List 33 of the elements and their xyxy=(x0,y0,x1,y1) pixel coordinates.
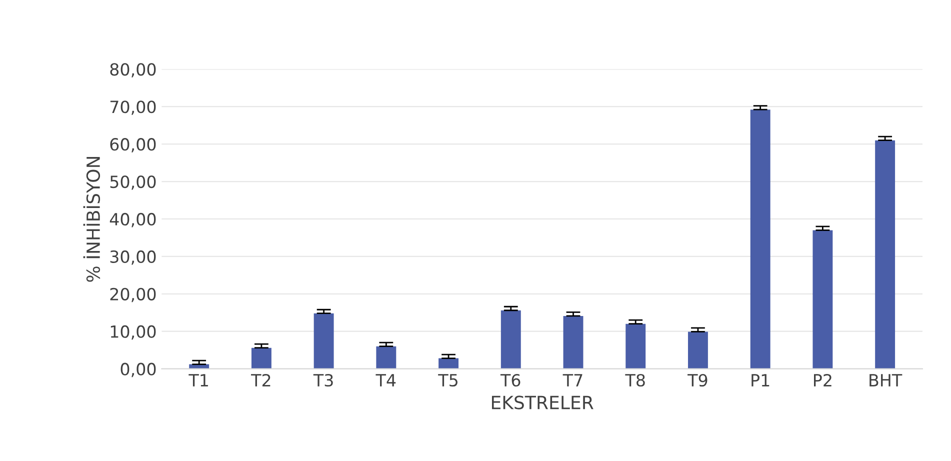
x-tick-label: T9 xyxy=(688,374,708,387)
x-tick-label: T5 xyxy=(438,374,458,387)
x-tick-label: T1 xyxy=(188,374,208,386)
bar xyxy=(376,346,396,369)
bar xyxy=(500,310,521,369)
y-tick-label: 20,00 xyxy=(110,288,156,302)
bar xyxy=(688,332,708,369)
x-tick-label: P1 xyxy=(752,374,770,386)
x-tick-label: T7 xyxy=(562,374,582,386)
y-tick-label: 50,00 xyxy=(110,175,156,190)
y-tick-label: 30,00 xyxy=(110,250,156,265)
bar xyxy=(812,230,833,369)
x-tick-label: T2 xyxy=(251,374,270,386)
x-tick-label: BHT xyxy=(870,374,902,386)
y-tick-label: 70,00 xyxy=(110,100,156,115)
bar xyxy=(626,324,646,369)
y-tick-label: 10,00 xyxy=(110,325,156,340)
y-tick-label: 80,00 xyxy=(110,63,156,78)
y-axis-title: % İNHİBİSYON xyxy=(83,156,100,282)
y-tick-label: 40,00 xyxy=(110,212,156,228)
bar xyxy=(251,348,272,369)
bar xyxy=(314,313,334,369)
y-tick-label: 0,00 xyxy=(120,362,156,378)
x-tick-label: T4 xyxy=(376,374,396,386)
x-tick-label: T8 xyxy=(625,374,645,387)
y-tick-label: 60,00 xyxy=(110,138,156,152)
bar xyxy=(875,140,896,369)
bar xyxy=(750,110,770,369)
x-tick-label: P2 xyxy=(814,374,832,386)
x-axis-title: EKSTRELER xyxy=(492,396,594,410)
x-tick-label: T3 xyxy=(313,374,333,387)
x-tick-label: T6 xyxy=(500,374,520,387)
bar xyxy=(563,316,584,369)
